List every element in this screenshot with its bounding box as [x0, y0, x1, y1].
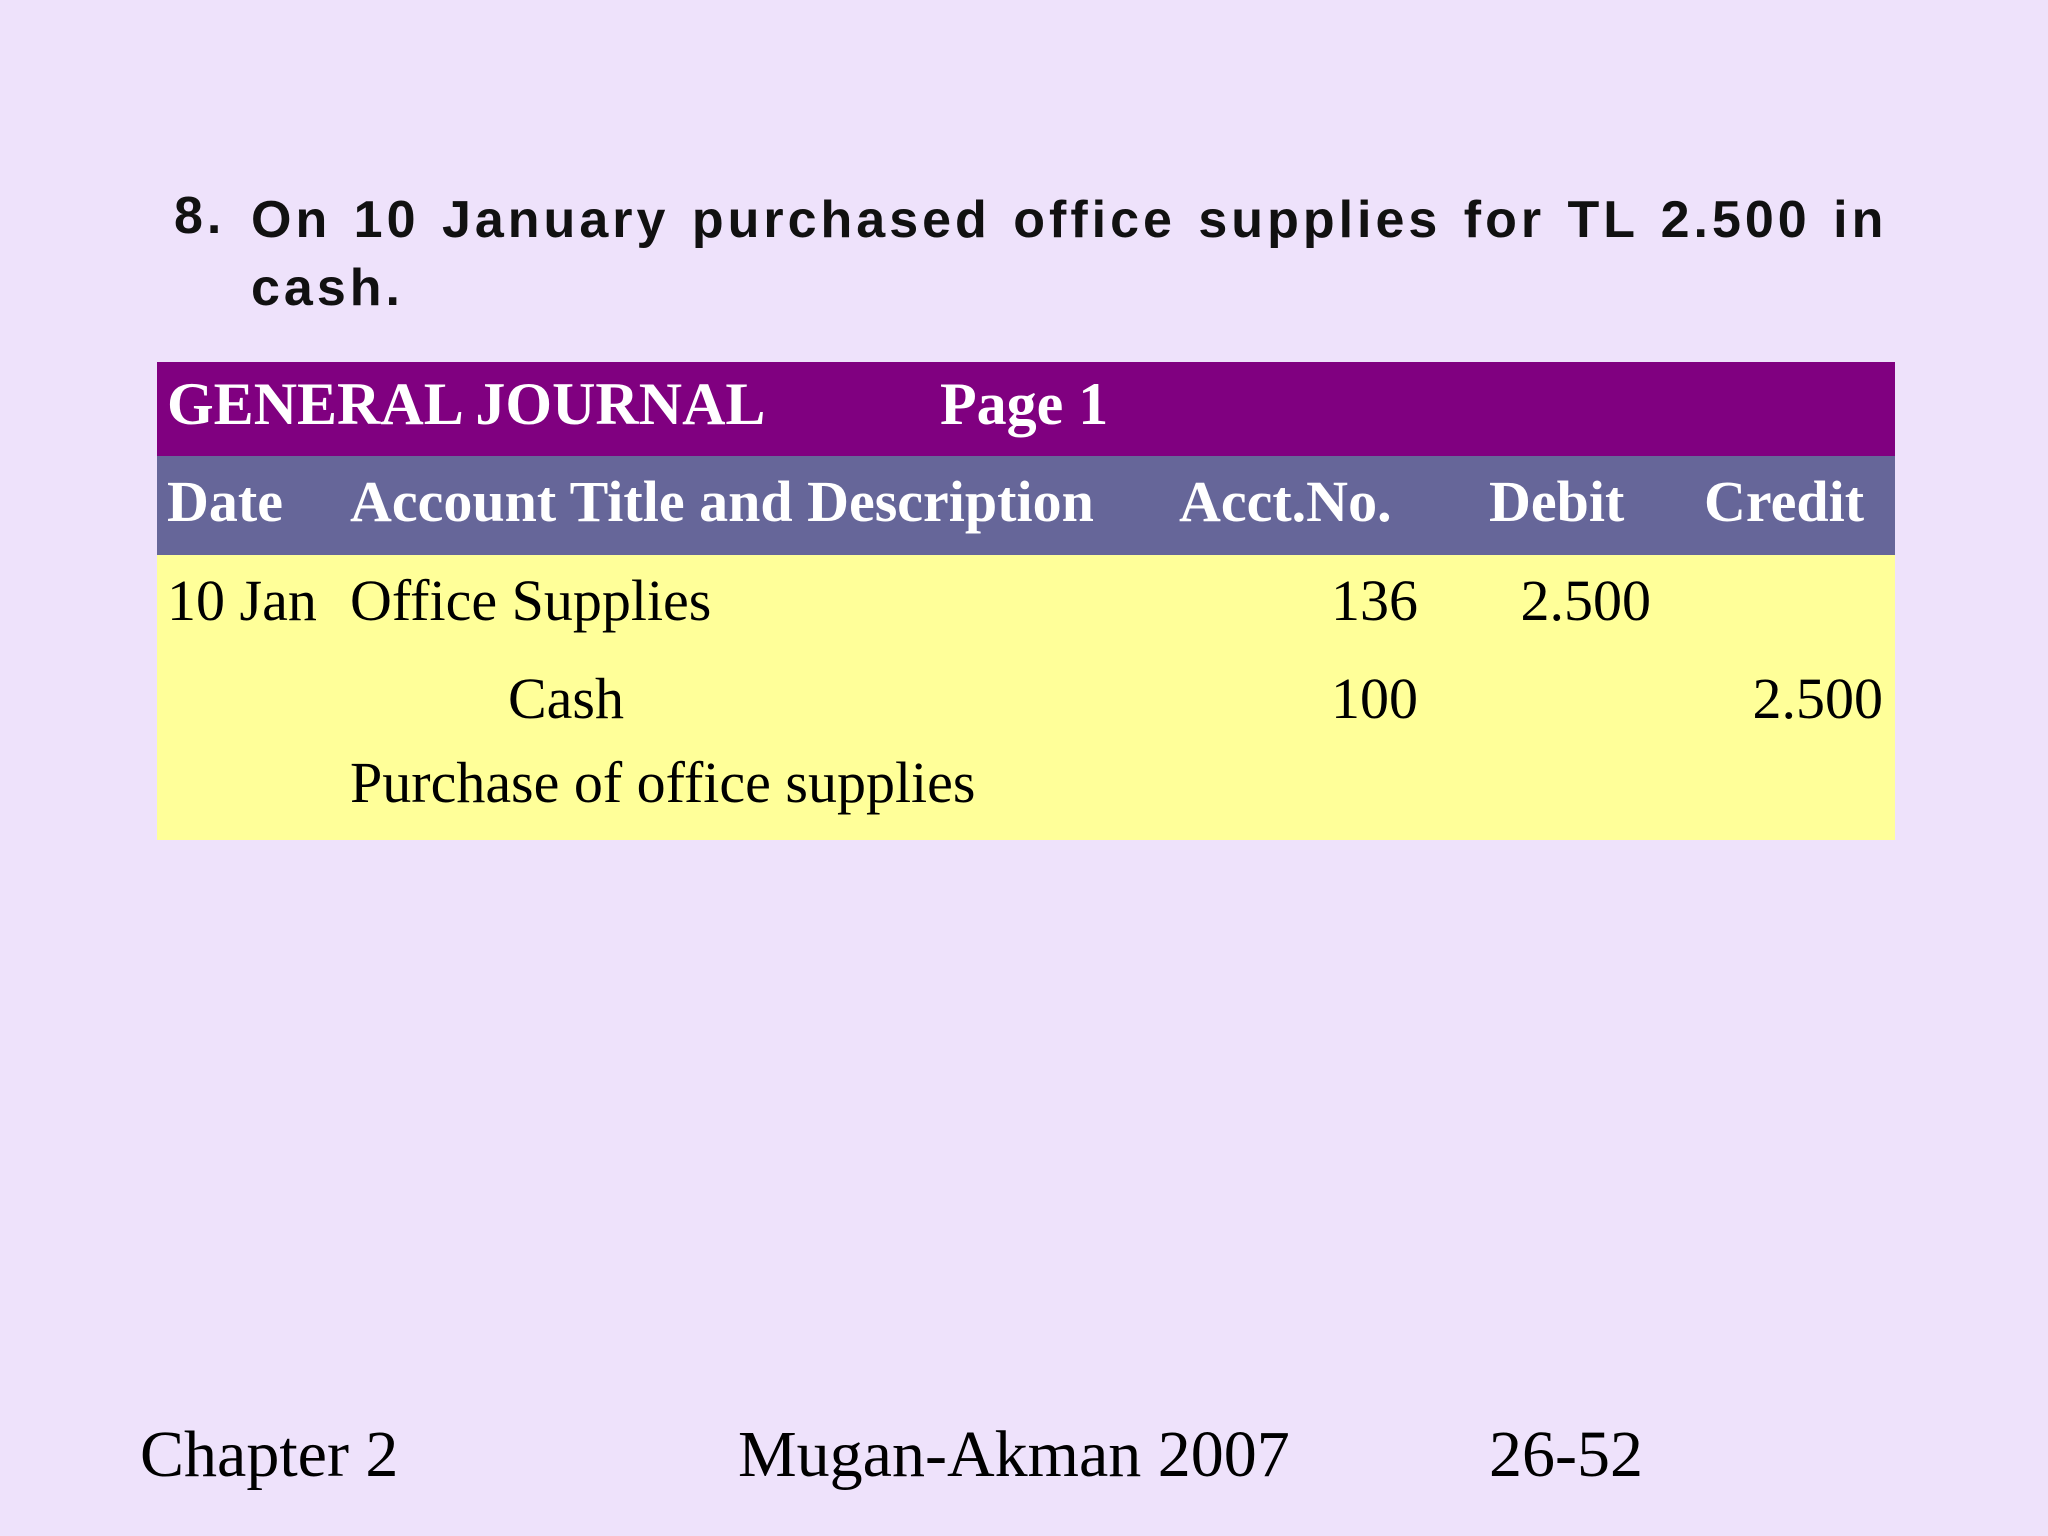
- cell-account: Cash: [508, 666, 624, 731]
- cell-account: Office Supplies: [350, 568, 712, 633]
- heading-number: 8.: [174, 187, 226, 245]
- footer-center: Mugan-Akman 2007: [738, 1418, 1290, 1491]
- cell-date: 10 Jan: [167, 568, 317, 633]
- footer-right: 26-52: [1489, 1418, 1643, 1491]
- journal-header-band: [157, 456, 1895, 555]
- journal-title-band: [157, 362, 1895, 456]
- journal-title: GENERAL JOURNAL: [167, 371, 766, 437]
- cell-acct-no: 100: [1331, 666, 1418, 731]
- cell-debit: 2.500: [1520, 568, 1652, 633]
- column-header: Acct.No.: [1179, 469, 1392, 534]
- cell-description: Purchase of office supplies: [350, 750, 976, 815]
- journal-page: Page 1: [940, 371, 1109, 437]
- cell-acct-no: 136: [1331, 568, 1418, 633]
- footer-left: Chapter 2: [140, 1418, 399, 1491]
- column-header: Date: [167, 469, 283, 534]
- column-header: Credit: [1704, 469, 1865, 534]
- journal-body: [157, 555, 1895, 840]
- column-header: Debit: [1489, 469, 1625, 534]
- heading-text: On 10 January purchased office supplies …: [251, 191, 1888, 317]
- column-header: Account Title and Description: [350, 469, 1094, 534]
- cell-credit: 2.500: [1752, 666, 1884, 731]
